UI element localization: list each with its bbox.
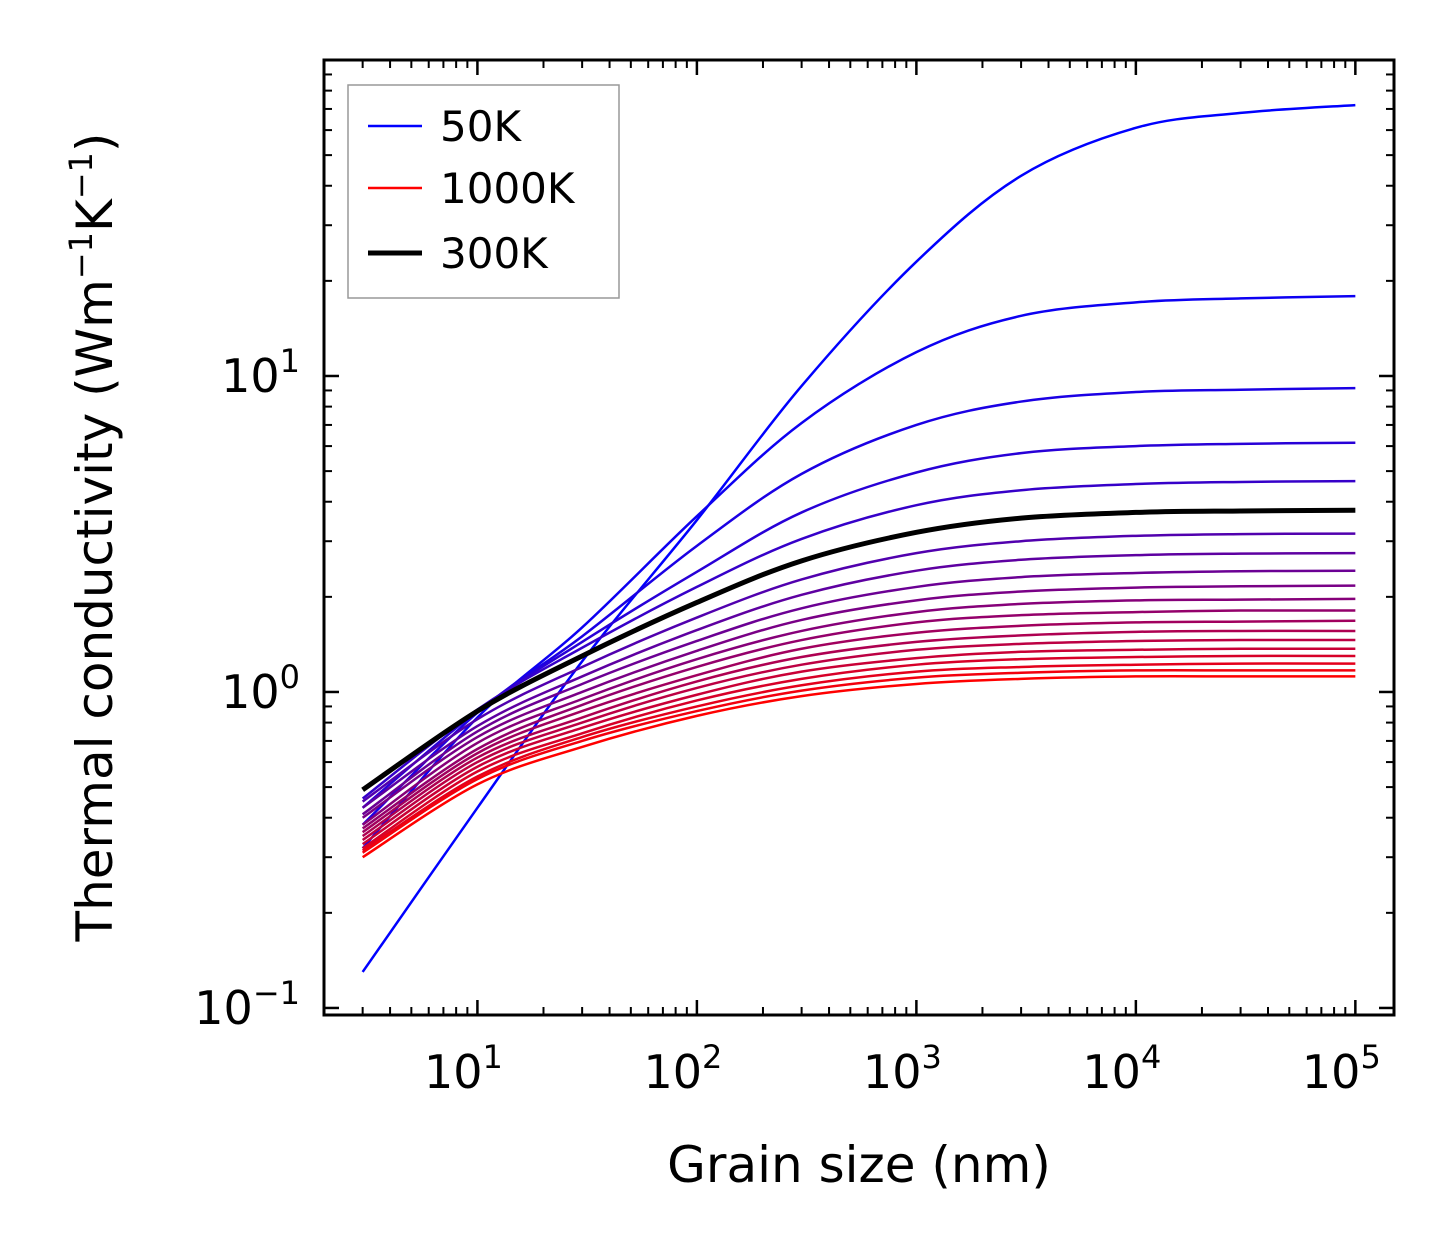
series-line-900k bbox=[361, 662, 1356, 852]
series-line-800k bbox=[361, 647, 1356, 846]
x-tick-label: 104 bbox=[1082, 1038, 1161, 1099]
y-tick-label-base: 10 bbox=[221, 349, 280, 403]
y-tick-label-exp: 1 bbox=[280, 342, 300, 380]
series-layer bbox=[361, 103, 1356, 973]
y-axis-label-sup1: −1 bbox=[62, 232, 100, 279]
y-axis-label: Thermal conductivity (Wm−1K−1) bbox=[62, 133, 124, 943]
series-line-700k bbox=[361, 629, 1356, 838]
y-tick-label-exp: −1 bbox=[253, 974, 300, 1012]
x-tick-label: 105 bbox=[1302, 1038, 1381, 1099]
y-tick-label: 101 bbox=[221, 342, 300, 403]
series-line-850k bbox=[361, 654, 1356, 850]
y-tick-label: 10−1 bbox=[194, 974, 300, 1035]
x-tick-label-exp: 4 bbox=[1141, 1038, 1161, 1076]
legend-box bbox=[347, 84, 620, 299]
series-line-550k bbox=[361, 597, 1356, 826]
legend-label-300k: 300K bbox=[440, 229, 549, 278]
series-line-200k bbox=[361, 441, 1356, 809]
x-tick-label-base: 10 bbox=[643, 1045, 702, 1099]
plot-frame bbox=[322, 58, 1396, 1017]
y-axis-label-mid: K bbox=[66, 198, 124, 232]
series-line-300k bbox=[361, 507, 1356, 792]
y-tick-label: 100 bbox=[221, 658, 300, 719]
x-tick-label-base: 10 bbox=[863, 1045, 922, 1099]
y-tick-label-base: 10 bbox=[221, 665, 280, 719]
legend: 50K 1000K 300K bbox=[347, 84, 620, 299]
series-line-950k bbox=[361, 669, 1356, 854]
y-axis-label-prefix: Thermal conductivity (Wm bbox=[66, 279, 124, 942]
series-line-400k bbox=[361, 551, 1356, 809]
y-axis-label-sup2: −1 bbox=[62, 152, 100, 199]
series-line-1000k bbox=[361, 674, 1356, 859]
x-tick-label: 101 bbox=[424, 1038, 503, 1099]
legend-label-50k: 50K bbox=[440, 102, 522, 151]
x-tick-label-exp: 1 bbox=[483, 1038, 503, 1076]
series-line-500k bbox=[361, 584, 1356, 819]
x-tick-label-exp: 3 bbox=[921, 1038, 941, 1076]
x-tick-label-base: 10 bbox=[1082, 1045, 1141, 1099]
x-tick-label-exp: 2 bbox=[702, 1038, 722, 1076]
y-tick-label-exp: 0 bbox=[280, 658, 300, 696]
y-axis-label-suffix: ) bbox=[66, 133, 124, 153]
x-tick-label-base: 10 bbox=[1302, 1045, 1361, 1099]
series-line-600k bbox=[361, 609, 1356, 830]
series-line-250k bbox=[361, 479, 1356, 800]
x-tick-label-base: 10 bbox=[424, 1045, 483, 1099]
series-line-450k bbox=[361, 569, 1356, 816]
tick-layer bbox=[323, 58, 1394, 1015]
y-tick-label-base: 10 bbox=[194, 981, 253, 1035]
x-tick-label: 103 bbox=[863, 1038, 942, 1099]
series-line-750k bbox=[361, 638, 1356, 842]
legend-label-1000k: 1000K bbox=[440, 164, 576, 213]
series-line-350k bbox=[361, 532, 1356, 803]
x-tick-label-exp: 5 bbox=[1360, 1038, 1380, 1076]
series-line-50k bbox=[361, 103, 1356, 973]
x-axis-label: Grain size (nm) bbox=[667, 1136, 1051, 1194]
series-line-650k bbox=[361, 619, 1356, 834]
x-tick-label: 102 bbox=[643, 1038, 722, 1099]
